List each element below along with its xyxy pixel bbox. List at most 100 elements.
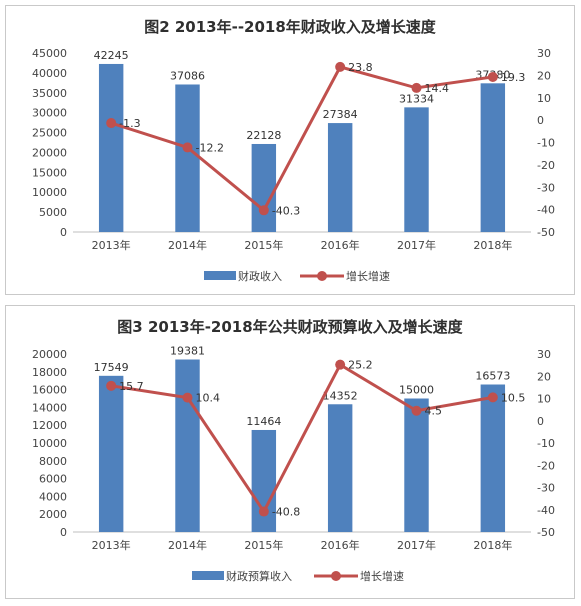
y-right-tick-label: 30 [537,348,551,361]
chart-title: 图2 2013年--2018年财政收入及增长速度 [144,18,436,36]
y-left-tick-label: 0 [60,526,67,539]
bar [327,123,353,232]
x-tick-label: 2015年 [244,538,283,552]
bar [175,84,200,232]
bar-data-label: 16573 [475,370,510,383]
growth-point [106,380,117,391]
y-right-tick-label: -20 [537,459,555,472]
y-left-tick-label: 5000 [39,206,67,219]
bar-data-label: 17549 [94,361,129,374]
growth-point [258,205,269,216]
growth-point [335,359,346,370]
y-right-tick-label: -10 [537,437,555,450]
chart-title: 图3 2013年-2018年公共财政预算收入及增长速度 [117,318,463,336]
bar-data-label: 11464 [246,415,281,428]
y-right-tick-label: 30 [537,47,551,60]
x-tick-label: 2017年 [397,238,436,252]
growth-line [110,65,494,213]
bar-data-label: 14352 [323,389,358,402]
bar-data-label: 31334 [399,92,434,105]
bar [404,398,429,532]
y-left-tick-label: 8000 [39,455,67,468]
growth-point [411,82,422,93]
bar-data-label: 42245 [94,49,129,62]
y-right-tick-label: 0 [537,114,544,127]
y-left-tick-label: 4000 [39,490,67,503]
bar-data-label: 19381 [170,345,205,358]
y-left-tick-label: 30000 [32,107,67,120]
y-left-tick-label: 20000 [32,348,67,361]
x-tick-label: 2016年 [321,538,360,552]
growth-data-label: -1.3 [119,117,140,130]
x-tick-label: 2014年 [168,538,207,552]
growth-point [182,142,193,153]
growth-point [182,392,193,403]
y-left-tick-label: 10000 [32,437,67,450]
y-right-tick-label: -50 [537,526,555,539]
revenue-chart: 0 5000 10000 15000 20000 25000 30000 35000 40000… [32,47,555,283]
growth-data-label: 10.4 [196,392,221,405]
growth-data-label: 14.4 [425,82,450,95]
y-right-tick-label: -30 [537,181,555,194]
y-left-tick-label: 35000 [32,87,67,100]
growth-point [335,61,346,72]
y-right-tick-label: -40 [537,204,555,217]
growth-data-label: 19.3 [501,71,526,84]
y-right-tick-label: -30 [537,482,555,495]
y-left-tick-label: 0 [60,226,67,239]
growth-point [258,506,269,517]
growth-line [110,362,494,515]
growth-point [411,405,422,416]
bar-data-label: 22128 [246,129,281,142]
growth-data-label: 10.5 [501,391,526,404]
y-left-tick-label: 2000 [39,508,67,521]
bar-data-label: 15000 [399,384,434,397]
y-right-tick-label: -40 [537,504,555,517]
bar [480,384,506,532]
x-tick-label: 2013年 [92,538,131,552]
y-right-tick-label: 20 [537,370,551,383]
y-left-tick-label: 12000 [32,419,67,432]
x-tick-label: 2018年 [473,238,512,252]
legend-bar-label: 财政预算收入 [226,569,292,583]
growth-data-label: -40.8 [272,506,300,519]
growth-point [487,392,498,403]
growth-data-label: -40.3 [272,204,300,217]
legend-line-label: 增长增速 [346,269,390,283]
y-left-tick-label: 45000 [32,47,67,60]
growth-data-label: -12.2 [196,141,224,154]
growth-point [106,118,117,129]
x-tick-label: 2016年 [321,238,360,252]
legend-line-marker [317,271,327,281]
chart-panel-budget-revenue: 图3 2013年-2018年公共财政预算收入及增长速度 0 2000 4000 600… [5,305,575,599]
growth-data-label: 4.5 [425,405,443,418]
y-right-tick-label: 10 [537,92,551,105]
y-left-tick-label: 18000 [32,366,67,379]
y-left-tick-label: 40000 [32,67,67,80]
budget-revenue-chart: 0 2000 4000 6000 8000 10000 12000 14000 16000 180… [32,345,555,583]
bar-data-label: 37086 [170,69,205,82]
growth-data-label: 25.2 [348,359,373,372]
y-left-tick-label: 10000 [32,186,67,199]
x-tick-label: 2013年 [92,238,131,252]
y-right-tick-label: 0 [537,415,544,428]
growth-point [487,71,498,82]
chart-panel-revenue: 图2 2013年--2018年财政收入及增长速度 0 5000 10000 15000… [5,5,575,295]
x-tick-label: 2018年 [473,538,512,552]
y-right-tick-label: -20 [537,159,555,172]
growth-data-label: 23.8 [348,61,373,74]
legend-line-marker [331,571,341,581]
bar [251,143,277,232]
y-left-tick-label: 16000 [32,384,67,397]
x-tick-label: 2015年 [244,238,283,252]
x-tick-label: 2014年 [168,238,207,252]
y-left-tick-label: 20000 [32,146,67,159]
legend-line-label: 增长增速 [360,569,404,583]
bar-data-label: 27384 [323,108,358,121]
y-right-tick-label: -50 [537,226,555,239]
bar [98,375,124,532]
legend-bar-swatch [192,571,224,580]
x-tick-label: 2017年 [397,538,436,552]
y-right-tick-label: 20 [537,69,551,82]
y-right-tick-label: -10 [537,137,555,150]
